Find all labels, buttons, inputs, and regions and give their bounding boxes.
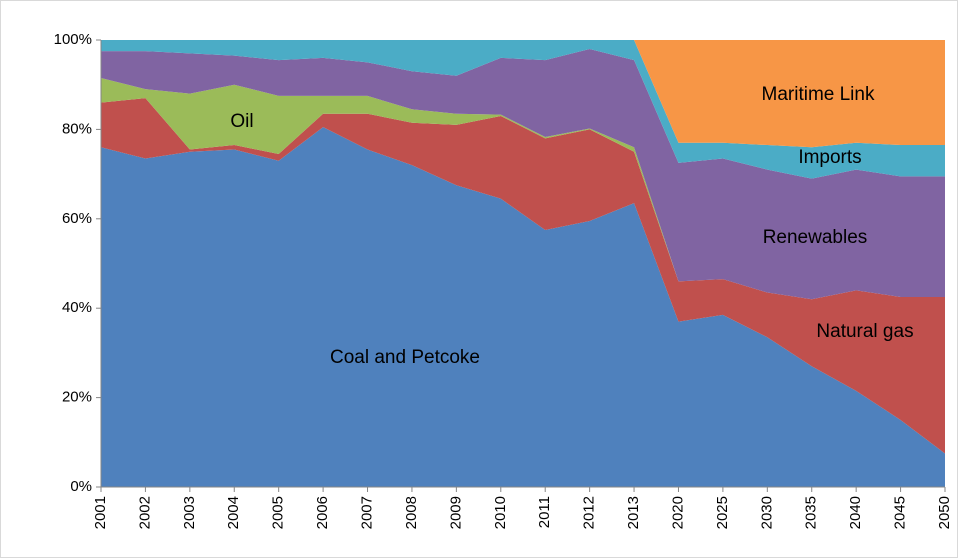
- x-tick-label: 2002: [136, 496, 153, 529]
- area: [101, 48, 945, 300]
- y-tick-label: 20%: [62, 389, 92, 406]
- area: [101, 98, 945, 454]
- x-tick-label: 2013: [625, 496, 642, 529]
- area: [101, 40, 945, 148]
- x-tick-label: 2005: [270, 496, 287, 529]
- x-tick-label: 2011: [536, 496, 553, 528]
- x-tick-label: 2025: [714, 496, 731, 529]
- x-tick-label: 2001: [92, 496, 109, 529]
- y-tick-label: 60%: [62, 210, 92, 227]
- x-tick-label: 2008: [403, 496, 420, 529]
- x-tick-label: 2030: [758, 496, 775, 529]
- area-label: Renewables: [763, 227, 868, 248]
- area: [101, 77, 945, 300]
- y-tick-label: 40%: [62, 299, 92, 316]
- x-tick-label: 2003: [181, 496, 198, 529]
- x-tick-label: 2006: [314, 496, 331, 529]
- x-tick-label: 2040: [847, 496, 864, 529]
- x-tick-label: 2010: [492, 496, 509, 529]
- x-tick-label: 2020: [669, 496, 686, 529]
- area: [101, 127, 945, 487]
- area-label: Imports: [798, 147, 861, 168]
- x-tick-label: 2012: [581, 496, 598, 529]
- area-label: Maritime Link: [762, 84, 875, 105]
- y-tick-label: 0%: [70, 478, 92, 495]
- x-tick-label: 2035: [803, 496, 820, 529]
- y-tick-label: 80%: [62, 120, 92, 137]
- y-tick-label: 100%: [54, 31, 92, 48]
- area-label: Oil: [230, 111, 253, 132]
- area-label: Natural gas: [816, 321, 913, 342]
- x-tick-label: 2050: [936, 496, 953, 529]
- x-tick-label: 2004: [225, 496, 242, 529]
- x-tick-label: 2007: [358, 496, 375, 529]
- area: [101, 40, 945, 179]
- x-tick-label: 2009: [447, 496, 464, 529]
- x-tick-label: 2045: [892, 496, 909, 529]
- area-label: Coal and Petcoke: [330, 347, 480, 368]
